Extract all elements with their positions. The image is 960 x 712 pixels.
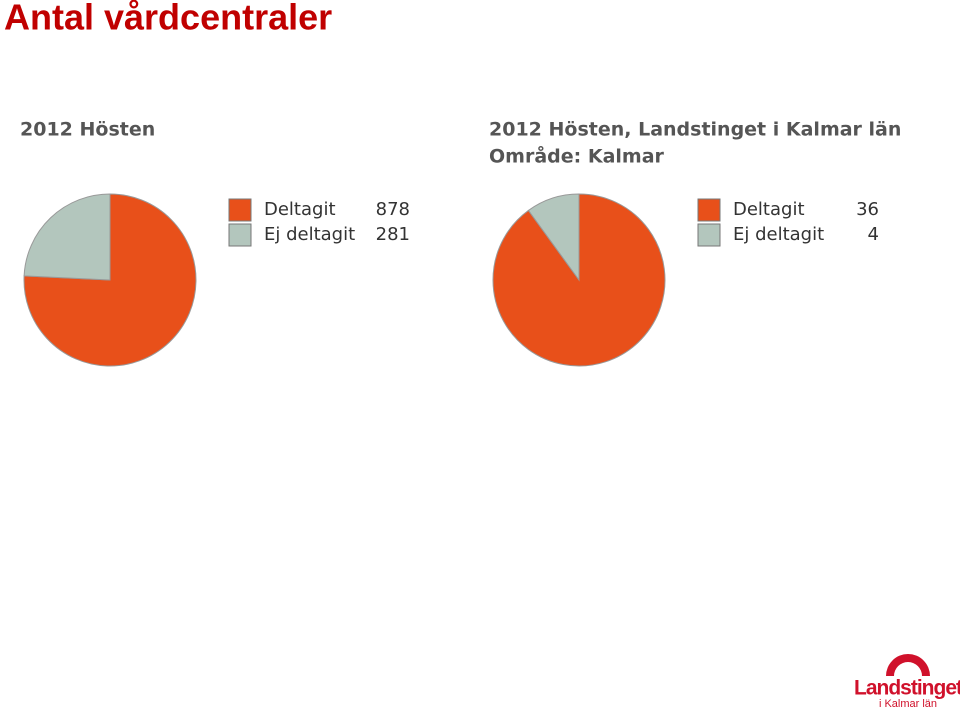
chart-subtitle: Område: Kalmar bbox=[489, 144, 665, 168]
logo-name: Landstinget bbox=[854, 677, 960, 700]
logo-sub: i Kalmar län bbox=[879, 698, 937, 710]
legend-value: 36 bbox=[856, 199, 879, 220]
legend-swatch bbox=[697, 223, 721, 247]
legend-value: 4 bbox=[868, 224, 879, 245]
chart-title: 2012 Hösten, Landstinget i Kalmar län bbox=[489, 119, 901, 141]
legend-value: 281 bbox=[376, 224, 410, 245]
pie-slice bbox=[527, 193, 580, 282]
legend-swatch bbox=[697, 198, 721, 222]
legend-label: Deltagit bbox=[264, 199, 336, 220]
legend-swatch bbox=[228, 223, 252, 247]
legend-label: Ej deltagit bbox=[733, 224, 824, 245]
logo: Landstinget i Kalmar län bbox=[854, 654, 960, 710]
slide-title: Antal vårdcentraler bbox=[4, 0, 332, 38]
legend-label: Ej deltagit bbox=[264, 224, 355, 245]
chart-title: 2012 Hösten bbox=[20, 119, 155, 141]
legend-label: Deltagit bbox=[733, 199, 805, 220]
logo-arch bbox=[886, 654, 930, 676]
legend-swatch bbox=[228, 198, 252, 222]
legend-value: 878 bbox=[376, 199, 410, 220]
pie-slice bbox=[23, 193, 111, 281]
